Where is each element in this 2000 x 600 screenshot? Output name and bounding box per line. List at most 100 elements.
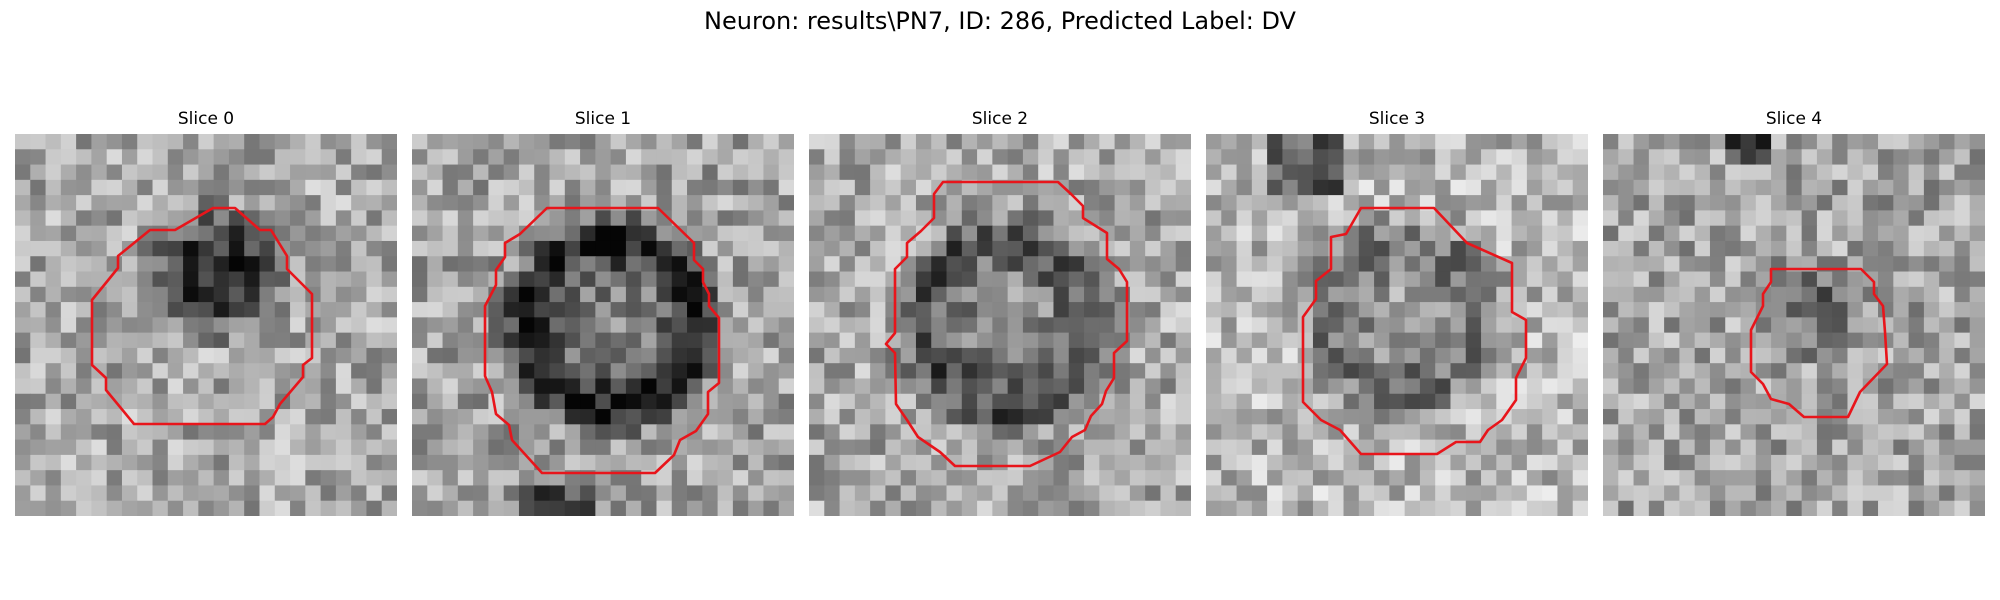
pixel-cell	[1801, 271, 1818, 288]
pixel-cell	[137, 210, 154, 227]
pixel-cell	[656, 378, 673, 395]
pixel-cell	[1786, 195, 1803, 211]
pixel-cell	[15, 195, 31, 211]
pixel-cell	[763, 149, 780, 166]
pixel-cell	[76, 363, 92, 379]
pixel-cell	[1312, 256, 1329, 273]
pixel-cell	[1557, 470, 1574, 486]
pixel-cell	[76, 240, 92, 257]
pixel-cell	[1007, 454, 1024, 471]
pixel-cell	[228, 286, 245, 303]
pixel-cell	[1709, 332, 1726, 349]
pixel-cell	[1007, 317, 1024, 334]
pixel-cell	[1343, 485, 1360, 502]
pixel-cell	[854, 210, 871, 227]
pixel-cell	[1038, 286, 1054, 303]
pixel-cell	[717, 179, 734, 196]
pixel-cell	[1511, 317, 1528, 334]
pixel-cell	[1648, 470, 1665, 486]
pixel-cell	[671, 317, 688, 334]
pixel-cell	[702, 424, 719, 441]
pixel-cell	[763, 409, 780, 425]
pixel-cell	[809, 179, 825, 196]
pixel-cell	[1923, 332, 1940, 349]
pixel-cell	[1816, 347, 1833, 364]
pixel-cell	[503, 302, 520, 318]
pixel-cell	[717, 149, 734, 166]
pixel-cell	[351, 454, 367, 471]
pixel-cell	[1481, 164, 1497, 181]
pixel-cell	[1771, 210, 1787, 227]
pixel-cell	[610, 317, 627, 334]
pixel-cell	[76, 225, 92, 242]
pixel-cell	[45, 302, 62, 318]
pixel-cell	[1542, 378, 1558, 395]
pixel-cell	[748, 393, 764, 410]
pixel-cell	[1893, 347, 1910, 364]
pixel-cell	[809, 271, 825, 288]
pixel-cell	[1465, 210, 1482, 227]
pixel-cell	[320, 210, 337, 227]
pixel-cell	[610, 256, 627, 273]
pixel-cell	[442, 424, 459, 441]
pixel-cell	[1114, 439, 1131, 456]
pixel-cell	[305, 134, 322, 150]
pixel-cell	[518, 179, 535, 196]
pixel-cell	[412, 393, 428, 410]
pixel-cell	[1114, 149, 1131, 166]
pixel-cell	[1267, 470, 1283, 486]
pixel-cell	[580, 134, 596, 150]
pixel-cell	[595, 363, 612, 379]
pixel-cell	[931, 164, 948, 181]
pixel-cell	[1893, 485, 1910, 502]
pixel-cell	[1099, 271, 1116, 288]
pixel-cell	[839, 378, 856, 395]
pixel-cell	[900, 470, 917, 486]
pixel-cell	[1206, 149, 1222, 166]
pixel-cell	[1648, 195, 1665, 211]
pixel-cell	[748, 317, 764, 334]
pixel-cell	[1022, 378, 1039, 395]
pixel-cell	[381, 164, 397, 181]
pixel-cell	[1053, 302, 1070, 318]
pixel-cell	[1542, 240, 1558, 257]
pixel-cell	[1511, 424, 1528, 441]
pixel-cell	[1114, 164, 1131, 181]
pixel-cell	[167, 134, 184, 150]
pixel-cell	[977, 393, 993, 410]
pixel-cell	[1435, 409, 1451, 425]
pixel-cell	[1358, 454, 1375, 471]
pixel-cell	[595, 149, 612, 166]
pixel-cell	[1450, 332, 1467, 349]
pixel-cell	[457, 363, 474, 379]
pixel-cell	[610, 485, 627, 502]
pixel-cell	[473, 470, 489, 486]
pixel-cell	[427, 149, 444, 166]
pixel-cell	[320, 149, 337, 166]
pixel-cell	[1908, 286, 1925, 303]
pixel-cell	[1893, 149, 1910, 166]
pixel-cell	[580, 225, 596, 242]
pixel-cell	[977, 454, 993, 471]
pixel-cell	[1435, 470, 1451, 486]
pixel-cell	[1236, 256, 1253, 273]
pixel-cell	[1312, 347, 1329, 364]
pixel-cell	[1282, 256, 1299, 273]
pixel-cell	[1709, 424, 1726, 441]
pixel-cell	[946, 286, 963, 303]
pixel-cell	[1435, 286, 1451, 303]
pixel-cell	[1374, 485, 1390, 502]
pixel-cell	[809, 454, 825, 471]
pixel-cell	[1618, 485, 1635, 502]
pixel-cell	[183, 378, 199, 395]
pixel-cell	[1053, 409, 1070, 425]
pixel-cell	[1633, 393, 1650, 410]
pixel-cell	[45, 332, 62, 349]
pixel-cell	[1755, 149, 1772, 166]
pixel-cell	[778, 240, 794, 257]
pixel-cell	[1145, 439, 1161, 456]
pixel-cell	[1557, 271, 1574, 288]
slice-image-4	[1603, 134, 1985, 516]
pixel-cell	[1893, 393, 1910, 410]
pixel-cell	[977, 240, 993, 257]
